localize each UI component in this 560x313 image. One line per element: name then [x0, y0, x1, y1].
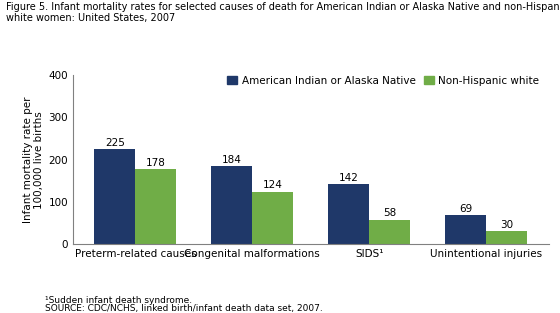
- Bar: [136, 169, 176, 244]
- Y-axis label: Infant mortality rate per
100,000 live births: Infant mortality rate per 100,000 live b…: [22, 96, 44, 223]
- Bar: [486, 232, 527, 244]
- Text: 184: 184: [222, 155, 242, 165]
- Text: white women: United States, 2007: white women: United States, 2007: [6, 13, 175, 23]
- Text: SOURCE: CDC/NCHS, linked birth/infant death data set, 2007.: SOURCE: CDC/NCHS, linked birth/infant de…: [45, 304, 323, 313]
- Text: 178: 178: [146, 158, 166, 168]
- Text: 124: 124: [263, 181, 283, 191]
- Text: 58: 58: [383, 208, 396, 218]
- Text: 69: 69: [459, 204, 473, 214]
- Bar: [95, 149, 136, 244]
- Text: Figure 5. Infant mortality rates for selected causes of death for American India: Figure 5. Infant mortality rates for sel…: [6, 2, 560, 12]
- Text: 30: 30: [500, 220, 514, 230]
- Legend: American Indian or Alaska Native, Non-Hispanic white: American Indian or Alaska Native, Non-Hi…: [223, 72, 544, 90]
- Text: 225: 225: [105, 138, 125, 148]
- Text: ¹Sudden infant death syndrome.: ¹Sudden infant death syndrome.: [45, 296, 192, 305]
- Bar: [253, 192, 293, 244]
- Bar: [328, 184, 369, 244]
- Bar: [211, 167, 253, 244]
- Bar: [369, 220, 410, 244]
- Text: 142: 142: [339, 173, 359, 183]
- Bar: [445, 215, 486, 244]
